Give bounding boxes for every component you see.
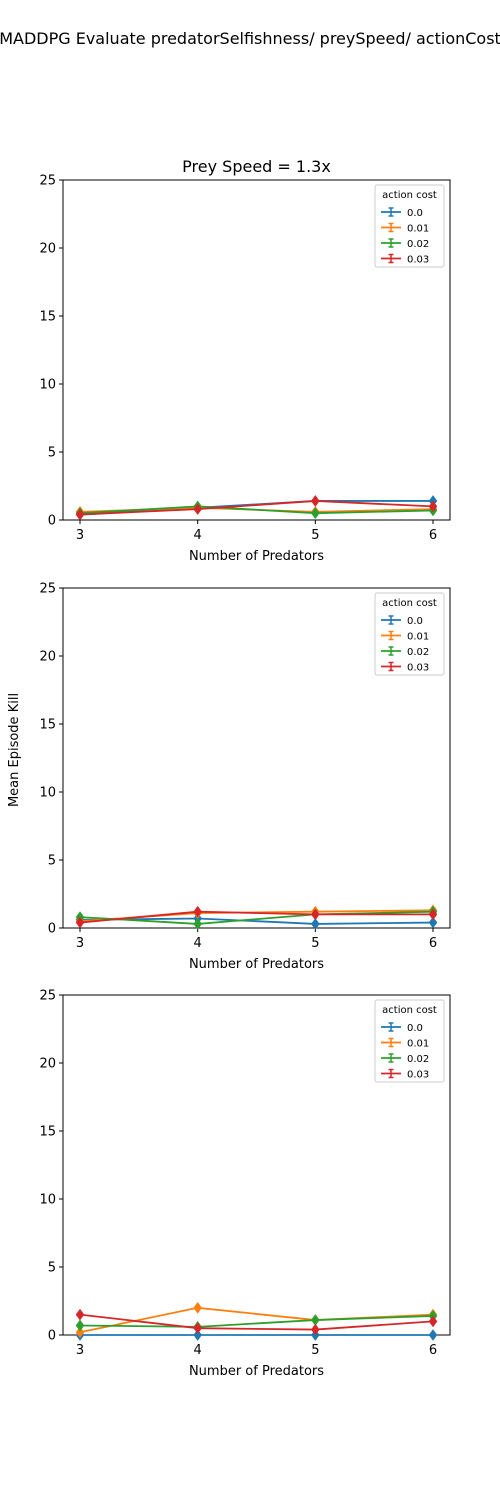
data-point bbox=[428, 1329, 438, 1341]
y-tick-label: 5 bbox=[48, 854, 56, 869]
subplot-3: 0 5 10 15 20 25 3 4 5 6 Number of Predators action … bbox=[39, 989, 451, 1379]
data-point bbox=[428, 1315, 438, 1328]
x-tick-label: 4 bbox=[194, 1343, 202, 1358]
data-point bbox=[193, 917, 202, 930]
series-line-0.02 bbox=[79, 910, 434, 925]
x-tick-label: 4 bbox=[194, 528, 202, 543]
y-tick-label: 5 bbox=[48, 446, 56, 461]
subplot-2: 0 5 10 15 20 25 3 4 5 6 Number of Predators action … bbox=[39, 582, 451, 972]
legend-title: action cost bbox=[382, 1005, 437, 1016]
legend: action cost 0.0 0.01 0.02 0.03 bbox=[374, 999, 445, 1083]
y-tick-label: 25 bbox=[39, 582, 56, 597]
data-point bbox=[75, 1326, 85, 1339]
x-tick-label: 6 bbox=[429, 1343, 437, 1358]
legend-label: 0.02 bbox=[407, 1054, 429, 1065]
axes-frame bbox=[62, 179, 451, 521]
data-point bbox=[311, 1323, 320, 1336]
x-tick-label: 6 bbox=[429, 528, 437, 543]
data-point bbox=[428, 500, 438, 513]
data-point bbox=[311, 908, 320, 921]
y-tick-label: 15 bbox=[39, 1125, 56, 1140]
legend-title: action cost bbox=[382, 598, 437, 609]
x-tick-label: 5 bbox=[311, 1343, 319, 1358]
y-tick-label: 20 bbox=[39, 242, 56, 257]
y-tick-label: 0 bbox=[48, 922, 56, 937]
legend-label: 0.0 bbox=[407, 616, 423, 627]
subplot-1: Prey Speed = 1.3x 0 5 10 15 20 25 3 4 5 6 Number of… bbox=[39, 157, 451, 564]
data-point bbox=[193, 1322, 202, 1335]
figure-suptitle: MADDPG Evaluate predatorSelfishness/ pre… bbox=[0, 29, 500, 48]
legend-label: 0.02 bbox=[407, 239, 429, 250]
data-point bbox=[75, 508, 85, 521]
data-point bbox=[428, 908, 438, 921]
y-tick-label: 10 bbox=[39, 1193, 56, 1208]
y-tick-label: 15 bbox=[39, 718, 56, 733]
y-tick-label: 15 bbox=[39, 310, 56, 325]
data-point bbox=[193, 1329, 202, 1341]
legend-label: 0.03 bbox=[407, 255, 429, 266]
series-line-0.02 bbox=[79, 1315, 434, 1328]
legend-title: action cost bbox=[382, 190, 437, 201]
panel-title: Prey Speed = 1.3x bbox=[182, 157, 331, 176]
x-axis-label: Number of Predators bbox=[189, 957, 324, 972]
x-tick-label: 3 bbox=[76, 528, 84, 543]
legend-label: 0.03 bbox=[407, 663, 429, 674]
legend-label: 0.01 bbox=[407, 224, 429, 235]
data-point bbox=[193, 503, 202, 516]
series-line-0.03 bbox=[79, 500, 434, 516]
x-tick-label: 5 bbox=[311, 528, 319, 543]
y-tick-label: 25 bbox=[39, 174, 56, 189]
legend: action cost 0.0 0.01 0.02 0.03 bbox=[374, 184, 445, 268]
legend: action cost 0.0 0.01 0.02 0.03 bbox=[374, 592, 445, 676]
data-point bbox=[193, 1301, 202, 1314]
x-tick-label: 3 bbox=[76, 1343, 84, 1358]
y-tick-label: 20 bbox=[39, 1057, 56, 1072]
y-tick-label: 10 bbox=[39, 378, 56, 393]
legend-label: 0.03 bbox=[407, 1070, 429, 1081]
legend-label: 0.01 bbox=[407, 632, 429, 643]
data-point bbox=[311, 495, 320, 507]
y-tick-label: 20 bbox=[39, 650, 56, 665]
x-tick-label: 6 bbox=[429, 936, 437, 951]
data-point bbox=[75, 1308, 85, 1321]
subplots: Prey Speed = 1.3x 0 5 10 15 20 25 3 4 5 6 Number of… bbox=[39, 157, 451, 1379]
data-point bbox=[193, 905, 202, 918]
y-axis-label: Mean Episode Kill bbox=[7, 693, 22, 807]
y-tick-label: 5 bbox=[48, 1261, 56, 1276]
x-tick-label: 3 bbox=[76, 936, 84, 951]
y-tick-label: 25 bbox=[39, 989, 56, 1004]
data-point bbox=[75, 1319, 85, 1332]
legend-label: 0.01 bbox=[407, 1039, 429, 1050]
x-tick-label: 5 bbox=[311, 936, 319, 951]
x-tick-label: 4 bbox=[194, 936, 202, 951]
axes-frame bbox=[62, 587, 451, 929]
y-tick-label: 10 bbox=[39, 786, 56, 801]
series-line-0.03 bbox=[79, 910, 433, 924]
x-axis-label: Number of Predators bbox=[189, 1364, 324, 1379]
data-point bbox=[75, 916, 85, 929]
series-line-0.0 bbox=[79, 917, 434, 925]
series-line-0.03 bbox=[79, 1313, 434, 1331]
data-point bbox=[311, 917, 320, 930]
legend-label: 0.0 bbox=[407, 208, 423, 219]
data-point bbox=[428, 916, 438, 929]
data-point bbox=[311, 507, 320, 520]
legend-label: 0.02 bbox=[407, 647, 429, 658]
y-tick-label: 0 bbox=[48, 1329, 56, 1344]
legend-label: 0.0 bbox=[407, 1023, 423, 1034]
series-line-0.02 bbox=[79, 505, 434, 515]
x-axis-label: Number of Predators bbox=[189, 549, 324, 564]
y-tick-label: 0 bbox=[48, 514, 56, 529]
